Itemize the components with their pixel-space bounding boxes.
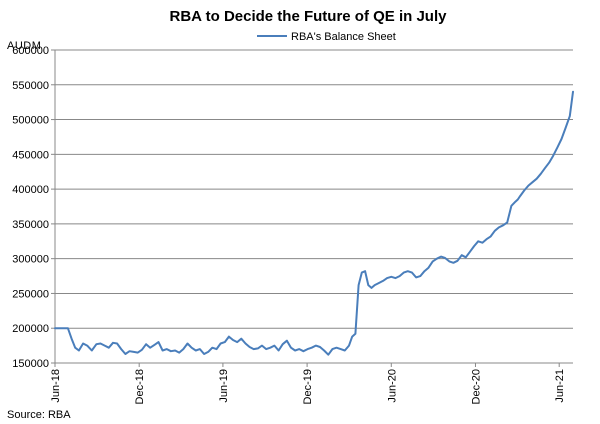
y-axis-tick-labels: 150000 200000 250000 300000 350000 400000 4500…: [12, 45, 49, 370]
series-line-balance-sheet: [54, 90, 574, 356]
y-axis-unit-label: AUDM: [7, 40, 41, 52]
x-axis-tick-label: Dec-19: [302, 369, 314, 404]
x-axis-tick-labels: Jun-18 Dec-18 Jun-19 Dec-19 Jun-20 Dec-20 Jun-…: [50, 369, 566, 404]
x-axis-tick-label: Jun-19: [218, 369, 230, 403]
legend-label: RBA's Balance Sheet: [291, 31, 396, 43]
chart-title: RBA to Decide the Future of QE in July: [170, 8, 448, 25]
gridlines: [55, 49, 573, 329]
y-axis-tick-label: 550000: [12, 80, 49, 92]
axes: [51, 49, 573, 367]
y-axis-tick-label: 300000: [12, 254, 49, 266]
y-axis-tick-label: 450000: [12, 149, 49, 161]
y-axis-tick-label: 350000: [12, 219, 49, 231]
source-note: Source: RBA: [7, 409, 71, 421]
x-axis-tick-label: Jun-20: [386, 369, 398, 403]
legend: RBA's Balance Sheet: [257, 31, 396, 43]
x-axis-tick-label: Dec-18: [134, 369, 146, 404]
y-axis-tick-label: 500000: [12, 115, 49, 127]
x-axis-tick-label: Jun-21: [554, 369, 566, 403]
y-axis-tick-label: 150000: [12, 358, 49, 370]
series-group: [54, 90, 574, 356]
y-axis-tick-label: 250000: [12, 288, 49, 300]
y-axis-tick-label: 600000: [12, 45, 49, 57]
x-axis-tick-label: Jun-18: [50, 369, 62, 403]
x-axis-tick-label: Dec-20: [470, 369, 482, 404]
y-axis-tick-label: 400000: [12, 184, 49, 196]
y-axis-tick-label: 200000: [12, 323, 49, 335]
